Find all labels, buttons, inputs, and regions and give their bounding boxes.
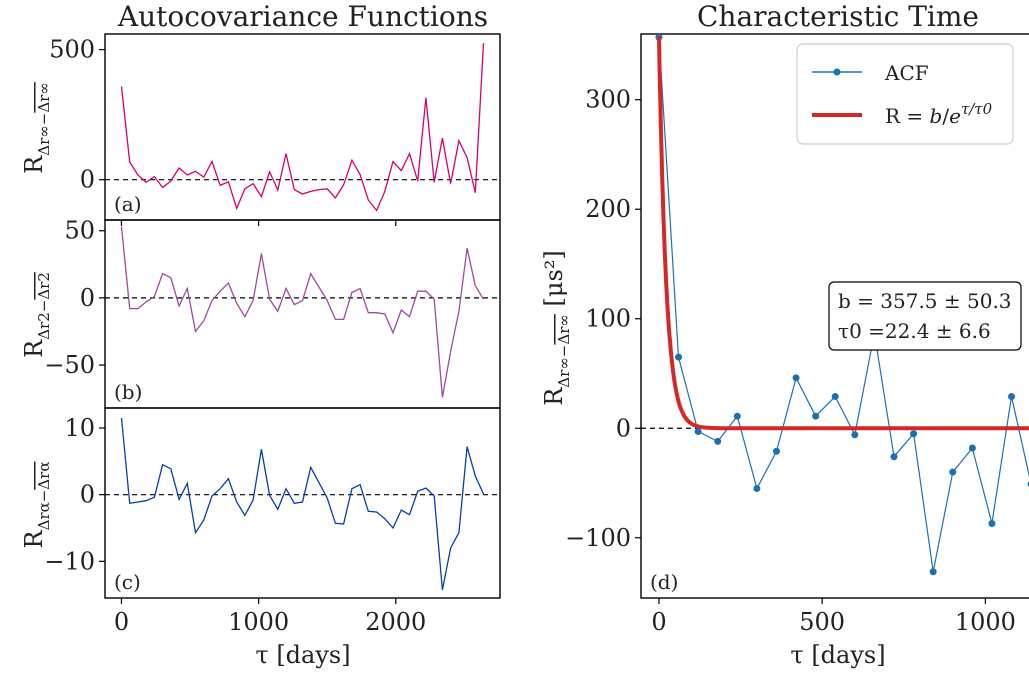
data-point-acf-d [949,468,957,476]
data-point-acf-d [851,431,859,439]
xlabel-right: τ [days] [790,641,885,669]
series-line-c [120,417,485,591]
data-point-acf-d [968,444,976,452]
svg-text:RΔr∞−Δr∞ [μs²]: RΔr∞−Δr∞ [μs²] [540,250,573,406]
ytick-label-b: −50 [44,351,95,379]
ytick-label-b: 50 [64,217,95,245]
ytick-label-a: 0 [80,166,95,194]
ytick-label-d: −100 [565,524,631,552]
ylabel-c: RΔrα−Δrα [20,462,53,549]
data-point-acf-d [772,447,780,455]
xtick-label-c: 0 [114,608,129,636]
panel-d-characteristic-time: −100 0 100 200 300 0 500 1000 (d) [565,33,1029,636]
series-line-b [120,226,485,398]
xlabel-left: τ [days] [255,641,350,669]
svg-text:RΔr2−Δr2: RΔr2−Δr2 [20,272,53,358]
panel-label-a: (a) [114,192,142,216]
panel-a-autocovariance: 0 500 (a) [49,33,501,226]
data-point-acf-d [792,374,800,382]
right-title: Characteristic Time [697,0,979,33]
ytick-label-b: 0 [80,284,95,312]
axes-frame-d [640,33,1029,599]
data-point-acf-d [733,412,741,420]
ytick-label-d: 200 [585,195,631,223]
data-point-acf-d [714,437,722,445]
panel-c-autocovariance: −10 0 10 0 1000 2000 (c) [44,407,501,636]
legend-fit-label: R = b/eτ/τ0 [885,100,993,128]
data-point-acf-d [910,430,918,438]
fit-annotation-tau: τ0 =22.4 ± 6.6 [838,319,991,343]
svg-text:RΔrα−Δrα: RΔrα−Δrα [20,462,53,549]
xtick-label-d: 1000 [955,608,1016,636]
data-point-acf-d [675,353,683,361]
series-line-acf-d [658,37,1029,572]
ylabel-d: RΔr∞−Δr∞ [μs²] [540,250,573,406]
panel-b-autocovariance: −50 0 50 (b) [44,217,501,409]
data-point-acf-d [929,568,937,576]
data-point-acf-d [694,428,702,436]
data-point-acf-d [753,484,761,492]
ytick-label-c: 0 [80,481,95,509]
ytick-label-c: −10 [44,547,95,575]
left-title: Autocovariance Functions [117,0,488,33]
ytick-label-d: 300 [585,86,631,114]
legend-acf-marker [833,68,841,76]
data-point-acf-d [988,520,996,528]
data-point-acf-d [831,392,839,400]
fit-annotation: b = 357.5 ± 50.3 τ0 =22.4 ± 6.6 [828,281,1022,351]
ylabel-b: RΔr2−Δr2 [20,272,53,358]
ytick-label-a: 500 [49,36,95,64]
xtick-label-d: 500 [799,608,845,636]
legend: ACF R = b/eτ/τ0 [796,43,1014,145]
panel-label-b: (b) [114,380,142,404]
ytick-label-c: 10 [64,414,95,442]
xtick-label-c: 2000 [365,608,426,636]
fit-annotation-b: b = 357.5 ± 50.3 [838,289,1012,313]
svg-text:RΔr∞−Δr∞: RΔr∞−Δr∞ [20,82,53,174]
panel-label-c: (c) [114,570,141,594]
legend-acf-label: ACF [884,61,929,85]
data-point-acf-d [890,453,898,461]
xtick-label-c: 1000 [228,608,289,636]
ylabel-a: RΔr∞−Δr∞ [20,82,53,174]
series-line-fit-d [657,36,1029,431]
axes-frame-a [104,33,501,221]
axes-frame-c [104,407,501,599]
data-point-acf-d [1008,392,1016,400]
panel-label-d: (d) [650,570,678,594]
xtick-label-d: 0 [651,608,666,636]
data-point-acf-d [812,412,820,420]
series-line-a [120,43,485,212]
ytick-label-d: 100 [585,305,631,333]
ytick-label-d: 0 [616,414,631,442]
